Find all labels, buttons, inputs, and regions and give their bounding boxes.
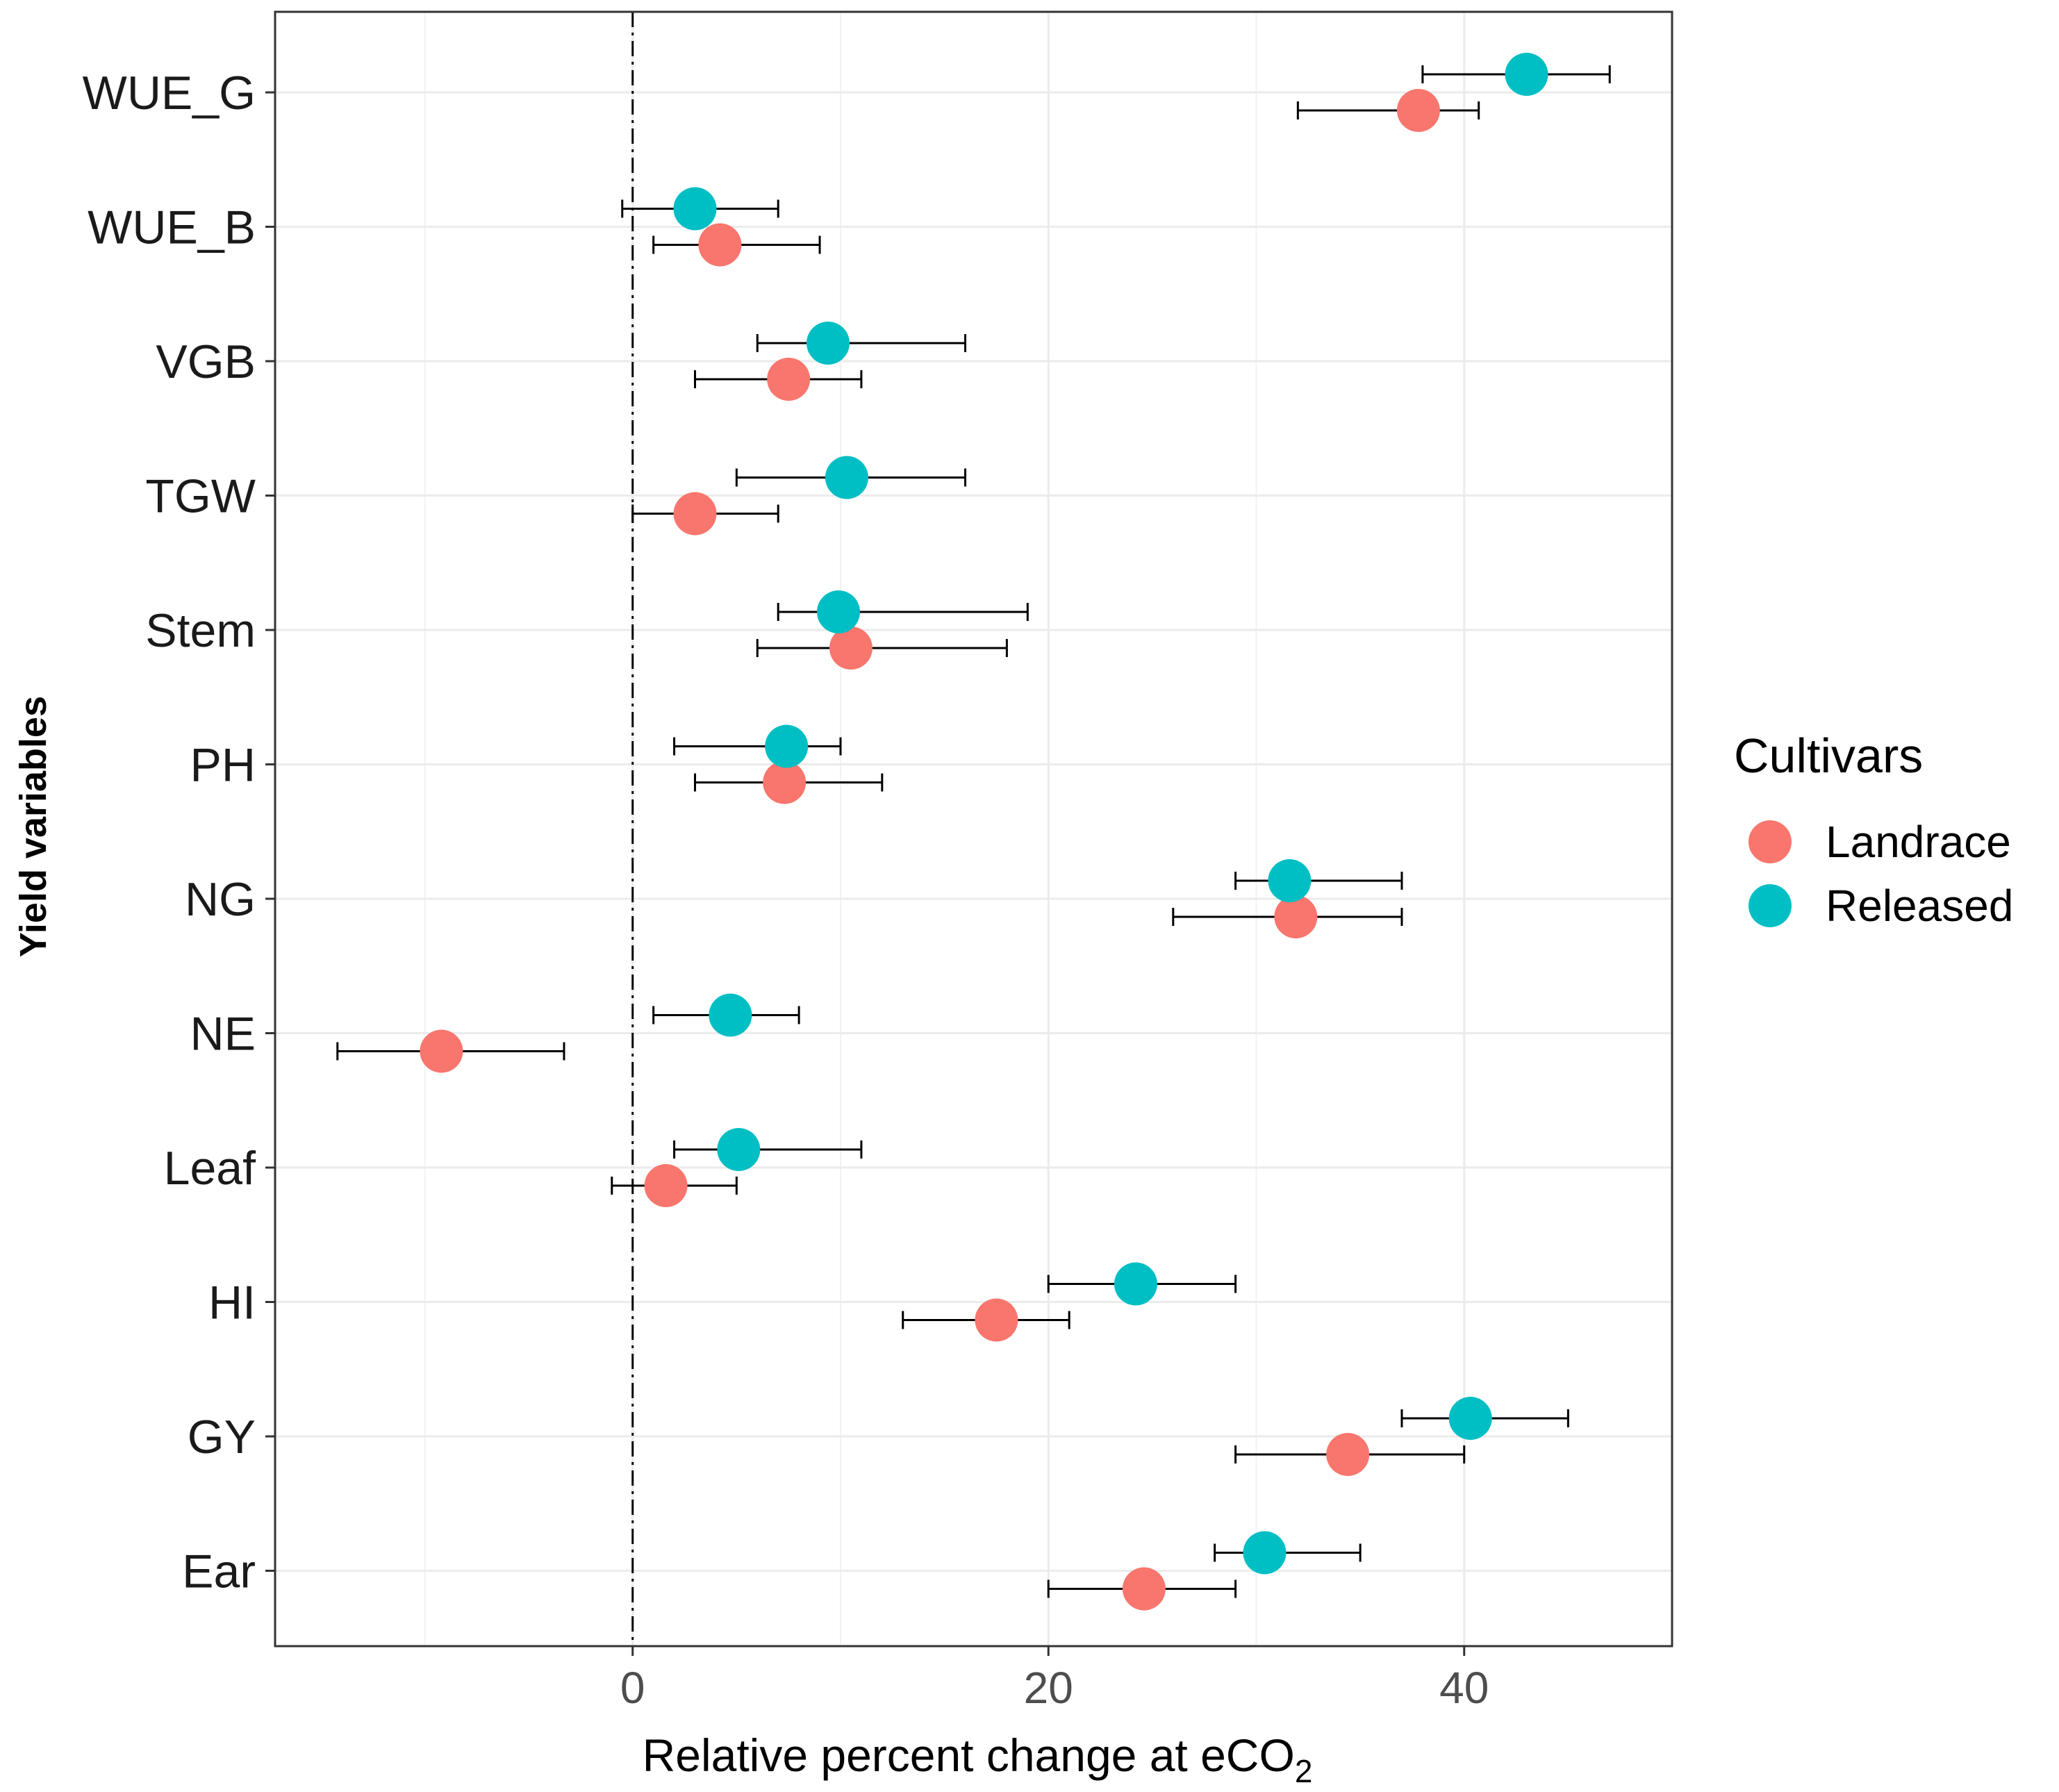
point-released [673,187,717,231]
legend-title: Cultivars [1734,729,1923,783]
grid [275,12,1672,1646]
plot-panel-border [274,10,1673,1648]
y-axis-ticks: WUE_G WUE_B VGB TGW Stem PH NG NE Leaf HI GY Ear [83,67,275,1598]
y-tick-label: Stem [145,604,256,657]
point-released [807,322,850,365]
point-landrace [1274,895,1318,938]
point-landrace [644,1164,688,1207]
point-landrace [1122,1567,1166,1611]
point-released [1114,1262,1157,1306]
y-tick-label: TGW [145,470,256,523]
error-bar [1234,872,1403,890]
y-axis-title: Yield variables [13,696,54,957]
legend-label: Released [1826,881,2013,931]
point-landrace [1396,89,1440,132]
y-tick-label: NE [190,1008,256,1061]
point-landrace [829,627,873,670]
point-released [1448,1397,1492,1440]
error-bar [1296,101,1480,119]
y-tick-label: Leaf [164,1142,256,1195]
point-landrace [673,492,717,536]
y-tick-label: VGB [156,335,256,388]
point-released [816,590,860,633]
x-axis-ticks: 0 20 40 [620,1646,1489,1713]
x-tick-label: 20 [1024,1663,1073,1713]
point-landrace [1326,1433,1370,1476]
y-tick-label: WUE_G [83,67,256,119]
point-released [765,724,809,768]
y-tick-label: PH [190,739,256,792]
legend-key-released [1748,884,1792,927]
legend-label: Landrace [1826,817,2011,867]
legend: Cultivars Landrace Released [1734,729,2013,931]
legend-key-landrace [1748,820,1792,863]
error-bar [673,1140,863,1159]
data-points [420,53,1548,1611]
y-tick-label: Ear [182,1545,256,1598]
point-released [717,1128,761,1171]
point-released [1243,1531,1287,1575]
error-bar [756,334,967,352]
point-released [1505,53,1548,96]
point-landrace [763,761,807,804]
x-tick-label: 0 [620,1663,645,1713]
y-tick-label: NG [185,873,256,926]
point-landrace [698,223,742,267]
point-landrace [767,358,811,401]
error-bar [673,737,842,756]
point-landrace [420,1029,463,1073]
point-landrace [975,1298,1018,1342]
error-bar [756,639,1008,657]
point-released [709,993,752,1037]
y-tick-label: GY [188,1411,256,1463]
x-axis-title: Relative percent change at eCO2 [643,1729,1313,1789]
x-tick-label: 40 [1439,1663,1489,1713]
point-released [825,456,868,499]
error-bar [1214,1543,1362,1562]
point-released [1268,859,1312,902]
y-tick-label: WUE_B [88,201,256,254]
y-tick-label: HI [208,1277,256,1329]
